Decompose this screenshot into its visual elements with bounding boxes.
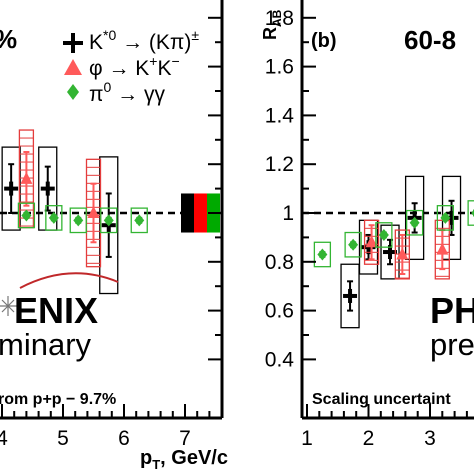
- pi0-point: [103, 214, 114, 227]
- kstar-sys-box: [99, 156, 119, 295]
- left-legend: K*0 → (Kπ)± φ → K+K− π0 → γγ: [63, 27, 199, 106]
- left-panel: 4 5 6 7 % K*0 → (Kπ)± φ → K+K− π0 → γγ: [0, 0, 228, 472]
- left-footnote: rom p+p − 9.7%: [0, 391, 116, 408]
- y-tick-label: 1.8: [265, 7, 294, 30]
- right-panel-label: (b): [311, 30, 337, 52]
- x-tick-label: 6: [118, 427, 130, 450]
- x-tick-label: 4: [0, 427, 8, 450]
- scale-uncertainty-box: [194, 193, 207, 233]
- pi0-point: [471, 209, 474, 217]
- kstar-sys-box: [404, 175, 425, 261]
- legend-label-pi0: π0 → γγ: [89, 79, 165, 106]
- legend-marker-phi: [64, 59, 82, 75]
- y-tick-label: 1: [282, 202, 294, 225]
- pi0-sys-box: [436, 205, 455, 231]
- logo-star-icon: [0, 296, 18, 316]
- phi-sys-box: [434, 219, 450, 280]
- pi0-sys-box: [100, 207, 118, 234]
- pi0-sys-box: [467, 200, 474, 226]
- y-tick-label: 0.4: [265, 348, 295, 371]
- right-logo-text: PH: [430, 290, 474, 331]
- pi0-point: [21, 209, 32, 222]
- pi0-sys-box: [130, 207, 148, 234]
- phi-point: [436, 242, 449, 255]
- right-footnote: Scaling uncertaint: [312, 391, 451, 408]
- right-marks: [302, 175, 474, 329]
- left-logo-subtext: minary: [0, 327, 92, 362]
- phi-sys-box: [363, 219, 380, 265]
- kstar-sys-box: [340, 263, 360, 329]
- right-ticks: 0.4 0.6 0.8 1 1.2 1.4 1.6 1.8 1 2 3: [265, 7, 468, 450]
- right-panel: 0.4 0.6 0.8 1 1.2 1.4 1.6 1.8 1 2 3 RAB (b) 60-8 P…: [260, 0, 474, 450]
- y-tick-label: 1.6: [265, 56, 294, 79]
- x-tick-label: 5: [57, 427, 69, 450]
- y-tick-label: 1.2: [265, 153, 294, 176]
- right-ylabel: RAB: [260, 9, 284, 40]
- phi-point: [365, 235, 378, 248]
- pi0-sys-box: [69, 207, 87, 234]
- pi0-point: [378, 228, 389, 241]
- pi0-sys-box: [313, 241, 332, 268]
- right-title-fragment: 60-8: [404, 25, 456, 55]
- pi0-point: [440, 211, 451, 224]
- left-ticks: 4 5 6 7: [0, 16, 222, 450]
- scale-uncertainty-box: [181, 193, 194, 233]
- x-tick-label: 1: [301, 427, 313, 450]
- pi0-point: [317, 248, 328, 261]
- left-logo-text: ENIX: [14, 290, 98, 331]
- phi-point: [20, 171, 33, 184]
- y-tick-label: 0.8: [265, 251, 294, 274]
- pi0-sys-box: [17, 202, 36, 229]
- phi-point: [396, 247, 409, 260]
- pi0-point: [73, 214, 84, 227]
- x-tick-label: 3: [424, 427, 436, 450]
- left-title-fragment: %: [0, 24, 17, 54]
- pi0-sys-box: [344, 231, 362, 258]
- legend-label-phi: φ → K+K−: [89, 53, 180, 80]
- pi0-point: [134, 214, 145, 227]
- y-tick-label: 0.6: [265, 300, 294, 323]
- pi0-sys-box: [375, 222, 393, 248]
- left-xlabel: pT, GeV/c: [140, 447, 228, 472]
- legend-label-kstar: K*0 → (Kπ)±: [89, 27, 199, 54]
- pi0-sys-box: [405, 209, 424, 236]
- x-tick-label: 2: [363, 427, 375, 450]
- x-tick-label: 7: [179, 427, 191, 450]
- right-logo-subtext: pre: [430, 327, 474, 362]
- phi-point: [87, 206, 100, 218]
- pi0-point: [348, 238, 359, 251]
- kstar-sys-box: [380, 224, 400, 280]
- legend-marker-kstar: [63, 33, 83, 53]
- y-tick-label: 1.4: [265, 104, 295, 127]
- legend-marker-pi0: [67, 84, 79, 100]
- left-logo: ENIX minary: [0, 272, 119, 362]
- pi0-sys-box: [45, 205, 63, 231]
- kstar-sys-box: [1, 146, 21, 231]
- pi0-point: [48, 211, 59, 224]
- logo-arc: [19, 272, 119, 289]
- pi0-point: [409, 216, 420, 229]
- left-marks: [0, 129, 222, 295]
